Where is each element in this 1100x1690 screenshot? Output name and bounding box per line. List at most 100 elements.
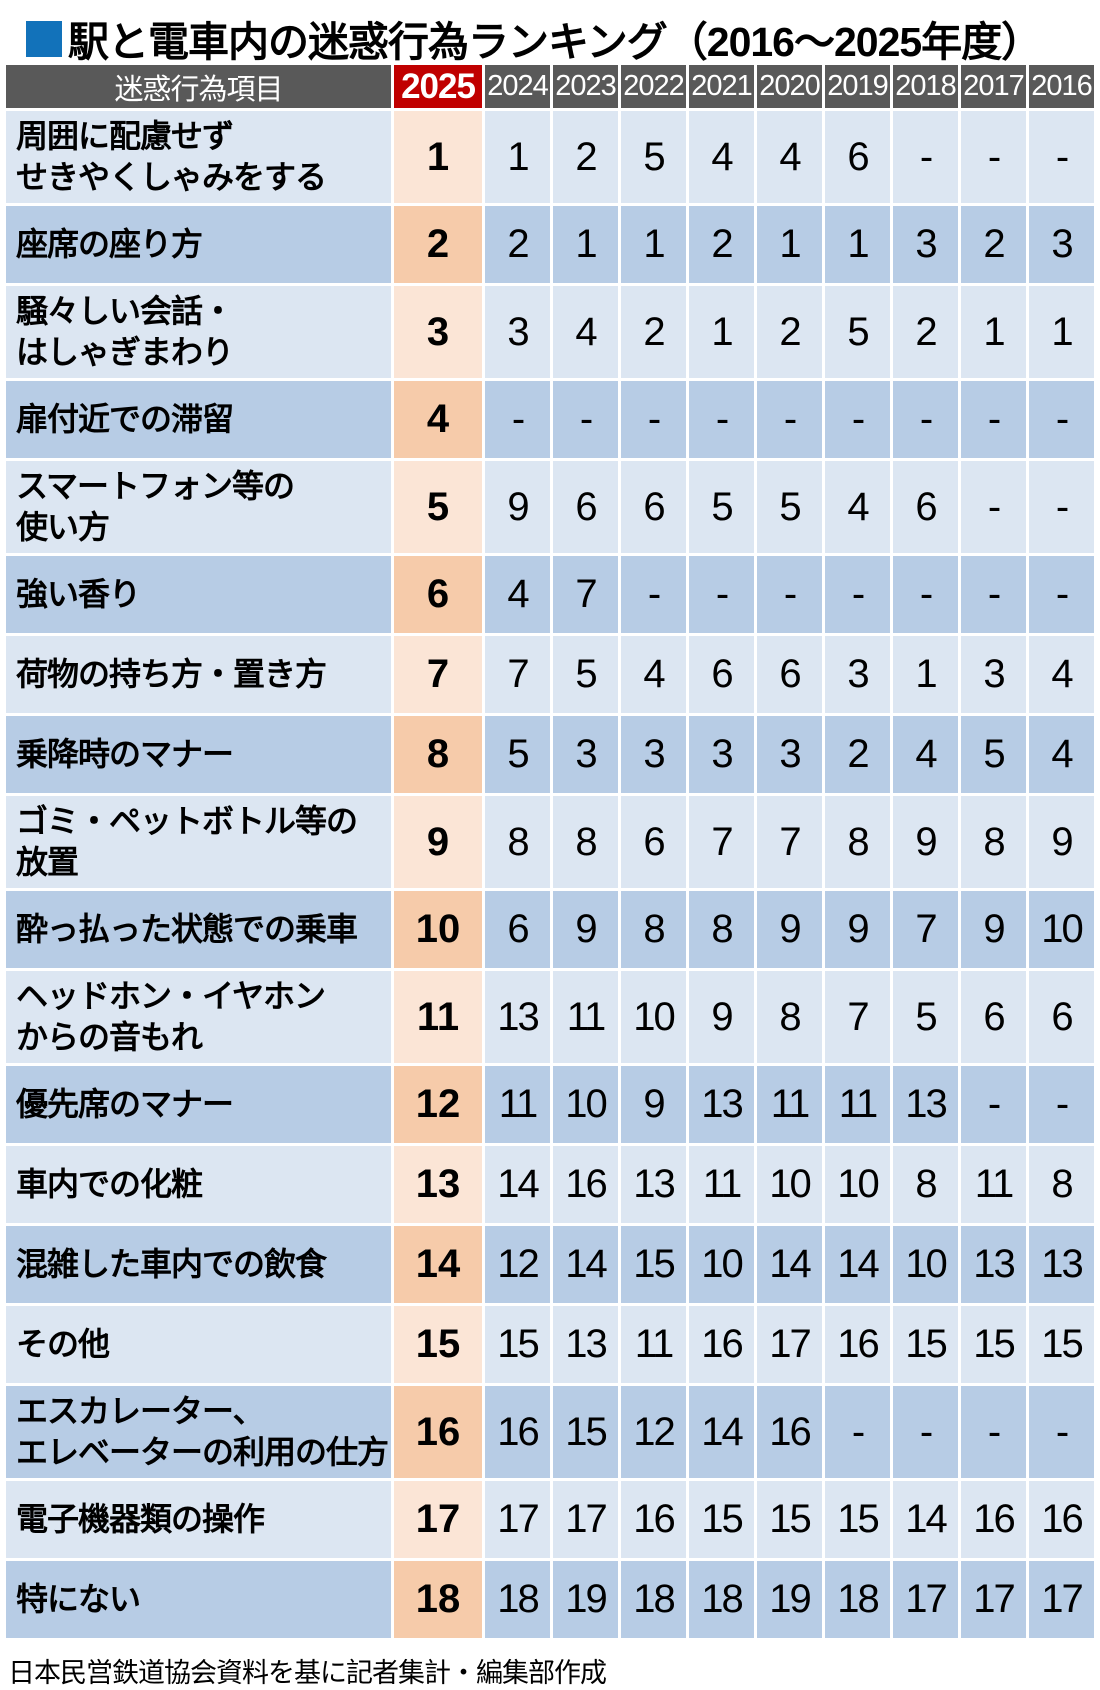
- rank-value-cell: -: [757, 556, 822, 633]
- item-label: 電子機器類の操作: [6, 1481, 391, 1558]
- rank-value-cell: 1: [961, 286, 1026, 378]
- item-label: 座席の座り方: [6, 206, 391, 283]
- rank-value-cell: 18: [689, 1561, 754, 1638]
- page-title-text: 駅と電車内の迷惑行為ランキング（2016～2025年度）: [68, 19, 1042, 65]
- rank-value-cell: 8: [893, 1146, 958, 1223]
- rank-value-cell: 9: [961, 891, 1026, 968]
- rank-value-cell: 4: [485, 556, 550, 633]
- rank-value-cell: 11: [825, 1066, 890, 1143]
- rank-value-cell: 17: [961, 1561, 1026, 1638]
- column-header-2023: 2023: [553, 65, 618, 108]
- rank-value-cell: -: [893, 556, 958, 633]
- rank-value-cell: 13: [689, 1066, 754, 1143]
- rank-value-cell: 5: [961, 716, 1026, 793]
- rank-value-cell: 13: [485, 971, 550, 1063]
- rank-value-cell: 16: [961, 1481, 1026, 1558]
- rank-value-cell: 3: [689, 716, 754, 793]
- rank-value-cell: 3: [825, 636, 890, 713]
- rank-value-cell: -: [893, 381, 958, 458]
- rank-value-cell: 15: [485, 1306, 550, 1383]
- rank-value-cell: 4: [1029, 636, 1094, 713]
- rank-value-cell: 12: [621, 1386, 686, 1478]
- table-row: 扉付近での滞留 4- - - - - - - - -: [6, 381, 1094, 458]
- rank-2025-cell: 10: [394, 891, 482, 968]
- rank-2025-cell: 7: [394, 636, 482, 713]
- rank-value-cell: 11: [485, 1066, 550, 1143]
- rank-value-cell: 4: [757, 111, 822, 203]
- rank-value-cell: 18: [621, 1561, 686, 1638]
- rank-value-cell: 13: [1029, 1226, 1094, 1303]
- rank-2025-cell: 6: [394, 556, 482, 633]
- rank-value-cell: 5: [621, 111, 686, 203]
- rank-value-cell: 15: [757, 1481, 822, 1558]
- rank-2025-cell: 4: [394, 381, 482, 458]
- rank-value-cell: 8: [689, 891, 754, 968]
- rank-value-cell: 7: [485, 636, 550, 713]
- rank-value-cell: 3: [757, 716, 822, 793]
- rank-value-cell: 6: [689, 636, 754, 713]
- rank-value-cell: 16: [553, 1146, 618, 1223]
- rank-value-cell: 5: [893, 971, 958, 1063]
- rank-value-cell: 18: [485, 1561, 550, 1638]
- rank-value-cell: 2: [553, 111, 618, 203]
- rank-value-cell: 12: [485, 1226, 550, 1303]
- rank-value-cell: 4: [893, 716, 958, 793]
- table-row: 混雑した車内での飲食 14 12 14 15 10 14 14 10 13 13: [6, 1226, 1094, 1303]
- rank-value-cell: -: [825, 1386, 890, 1478]
- table-row: 優先席のマナー 12 11 10 9 13 11 11 13- -: [6, 1066, 1094, 1143]
- rank-value-cell: -: [961, 111, 1026, 203]
- rank-value-cell: 6: [621, 461, 686, 553]
- table-row: 乗降時のマナー 8 5 3 3 3 3 2 4 5 4: [6, 716, 1094, 793]
- rank-value-cell: 6: [825, 111, 890, 203]
- rank-value-cell: 9: [689, 971, 754, 1063]
- rank-value-cell: 13: [961, 1226, 1026, 1303]
- rank-value-cell: 7: [893, 891, 958, 968]
- rank-value-cell: -: [1029, 461, 1094, 553]
- column-header-2020: 2020: [757, 65, 822, 108]
- rank-value-cell: -: [893, 1386, 958, 1478]
- rank-value-cell: -: [621, 556, 686, 633]
- rank-value-cell: 8: [825, 796, 890, 888]
- rank-value-cell: 10: [621, 971, 686, 1063]
- rank-value-cell: 4: [825, 461, 890, 553]
- rank-value-cell: 8: [621, 891, 686, 968]
- rank-value-cell: 13: [553, 1306, 618, 1383]
- rank-value-cell: -: [1029, 556, 1094, 633]
- rank-value-cell: 5: [689, 461, 754, 553]
- rank-value-cell: 9: [893, 796, 958, 888]
- rank-value-cell: 14: [553, 1226, 618, 1303]
- rank-value-cell: 4: [621, 636, 686, 713]
- rank-value-cell: 1: [553, 206, 618, 283]
- rank-value-cell: 7: [757, 796, 822, 888]
- rank-value-cell: 8: [1029, 1146, 1094, 1223]
- rank-value-cell: 14: [825, 1226, 890, 1303]
- item-label: ゴミ・ペットボトル等の 放置: [6, 796, 391, 888]
- rank-value-cell: 1: [825, 206, 890, 283]
- rank-value-cell: 17: [1029, 1561, 1094, 1638]
- table-row: スマートフォン等の 使い方 5 9 6 6 5 5 4 6- -: [6, 461, 1094, 553]
- rank-2025-cell: 3: [394, 286, 482, 378]
- rank-value-cell: 17: [553, 1481, 618, 1558]
- rank-value-cell: 14: [689, 1386, 754, 1478]
- rank-value-cell: 9: [553, 891, 618, 968]
- item-label: 荷物の持ち方・置き方: [6, 636, 391, 713]
- table-row: 強い香り 6 4 7- - - - - - -: [6, 556, 1094, 633]
- column-header-2025: 2025: [394, 65, 482, 108]
- rank-value-cell: 16: [485, 1386, 550, 1478]
- rank-value-cell: -: [689, 556, 754, 633]
- rank-value-cell: -: [961, 1066, 1026, 1143]
- ranking-table: 迷惑行為項目 2025 2024 2023 2022 2021 2020 201…: [3, 62, 1097, 1641]
- rank-2025-cell: 13: [394, 1146, 482, 1223]
- table-row: 騒々しい会話・ はしゃぎまわり 3 3 4 2 1 2 5 2 1 1: [6, 286, 1094, 378]
- rank-2025-cell: 17: [394, 1481, 482, 1558]
- rank-value-cell: 17: [485, 1481, 550, 1558]
- column-header-2018: 2018: [893, 65, 958, 108]
- rank-value-cell: 16: [621, 1481, 686, 1558]
- rank-value-cell: 8: [553, 796, 618, 888]
- rank-value-cell: 3: [553, 716, 618, 793]
- rank-value-cell: 17: [893, 1561, 958, 1638]
- rank-value-cell: 3: [961, 636, 1026, 713]
- column-header-2024: 2024: [485, 65, 550, 108]
- rank-value-cell: 2: [961, 206, 1026, 283]
- item-label: 乗降時のマナー: [6, 716, 391, 793]
